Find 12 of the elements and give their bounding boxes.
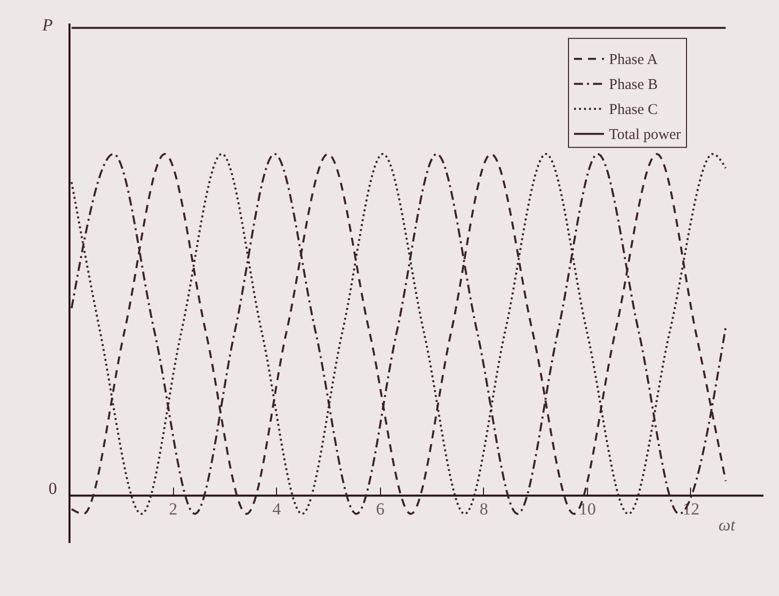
y-axis-title: P [41,15,53,34]
x-tick-label: 2 [168,500,178,519]
legend-label: Total power [609,126,681,143]
x-tick-label: 8 [480,500,488,519]
text: 0 [48,479,57,498]
x-tick-label: 10 [578,500,596,519]
x-tick-label: 4 [272,500,282,519]
legend-label: Phase B [609,76,658,93]
legend-label: Phase A [609,52,658,68]
legend-label: Phase C [609,102,658,118]
x-axis-title: ωt [718,516,737,535]
x-tick-label: 6 [376,500,384,519]
